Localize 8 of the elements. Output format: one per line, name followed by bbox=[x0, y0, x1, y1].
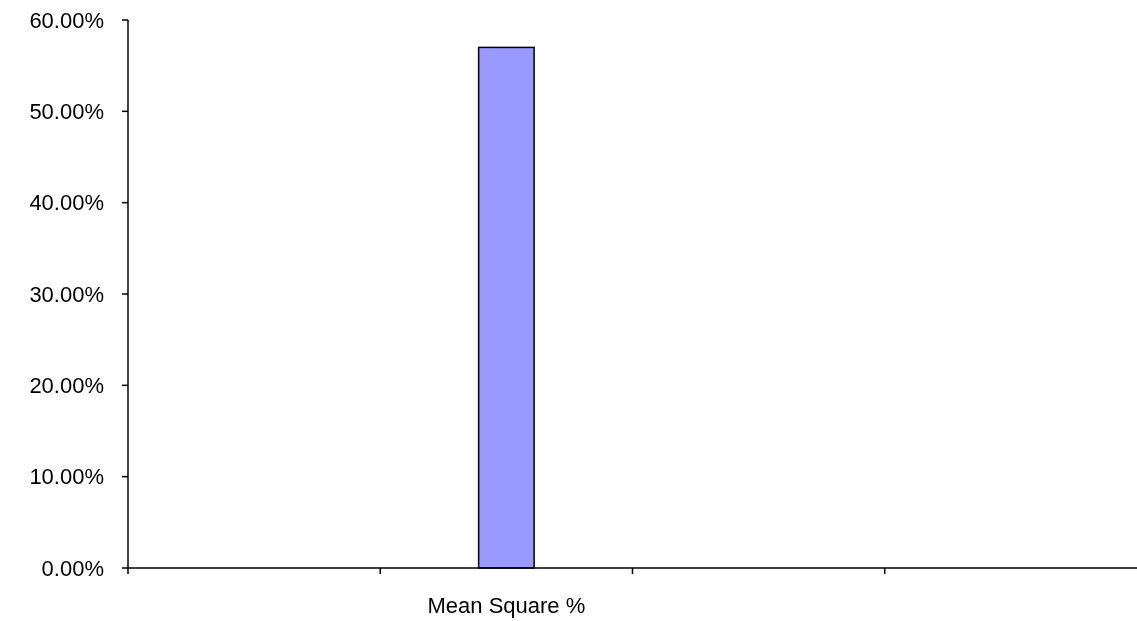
y-tick-label: 40.00% bbox=[29, 190, 104, 216]
y-tick-label: 0.00% bbox=[41, 555, 104, 581]
y-tick-label: 10.00% bbox=[29, 464, 104, 490]
x-tick-label: Mean Square % bbox=[427, 593, 586, 618]
y-tick-label: 30.00% bbox=[29, 281, 104, 307]
y-tick-label: 50.00% bbox=[29, 99, 104, 125]
y-tick-label: 20.00% bbox=[29, 373, 104, 399]
y-tick-label: 60.00% bbox=[29, 7, 104, 33]
